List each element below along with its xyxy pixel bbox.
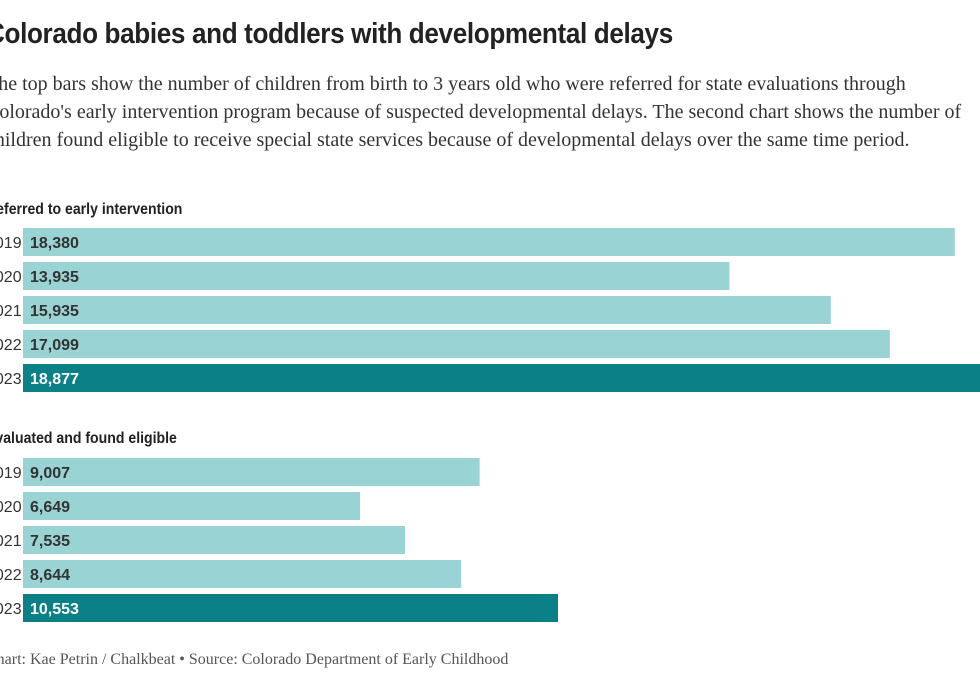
bar-eligible-2023 [23,594,559,622]
bar-referred-2020 [23,262,730,290]
bar-eligible-2019 [23,458,480,486]
bar-referred-2019 [23,228,955,256]
year-label-2023: 2023 [0,601,22,618]
bar-referred-2022 [23,330,890,358]
value-label-eligible-2020: 6,649 [30,499,70,516]
value-label-eligible-2023: 10,553 [30,601,79,618]
value-label-eligible-2022: 8,644 [30,567,70,584]
section-title-eligible: Evaluated and found eligible [0,430,177,447]
value-label-referred-2022: 17,099 [30,337,79,354]
bar-eligible-2022 [23,560,462,588]
year-label-2020: 2020 [0,499,22,516]
bar-referred-2021 [23,296,831,324]
value-label-eligible-2021: 7,535 [30,533,70,550]
year-label-2023: 2023 [0,371,22,388]
year-label-2020: 2020 [0,269,22,286]
year-label-2021: 2021 [0,303,22,320]
value-label-referred-2023: 18,877 [30,371,79,388]
year-label-2021: 2021 [0,533,22,550]
year-label-2022: 2022 [0,337,22,354]
value-label-referred-2019: 18,380 [30,235,79,252]
chart-title: Colorado babies and toddlers with develo… [0,18,673,50]
bar-referred-2023 [23,364,980,392]
value-label-referred-2020: 13,935 [30,269,79,286]
year-label-2019: 2019 [0,235,22,252]
chart-credit: Chart: Kae Petrin / Chalkbeat • Source: … [0,651,509,668]
value-label-eligible-2019: 9,007 [30,465,70,482]
section-title-referred: Referred to early intervention [0,201,183,218]
bar-eligible-2021 [23,526,405,554]
value-label-referred-2021: 15,935 [30,303,79,320]
year-label-2019: 2019 [0,465,22,482]
chart-subtitle: The top bars show the number of children… [0,73,962,151]
year-label-2022: 2022 [0,567,22,584]
bar-eligible-2020 [23,492,361,520]
